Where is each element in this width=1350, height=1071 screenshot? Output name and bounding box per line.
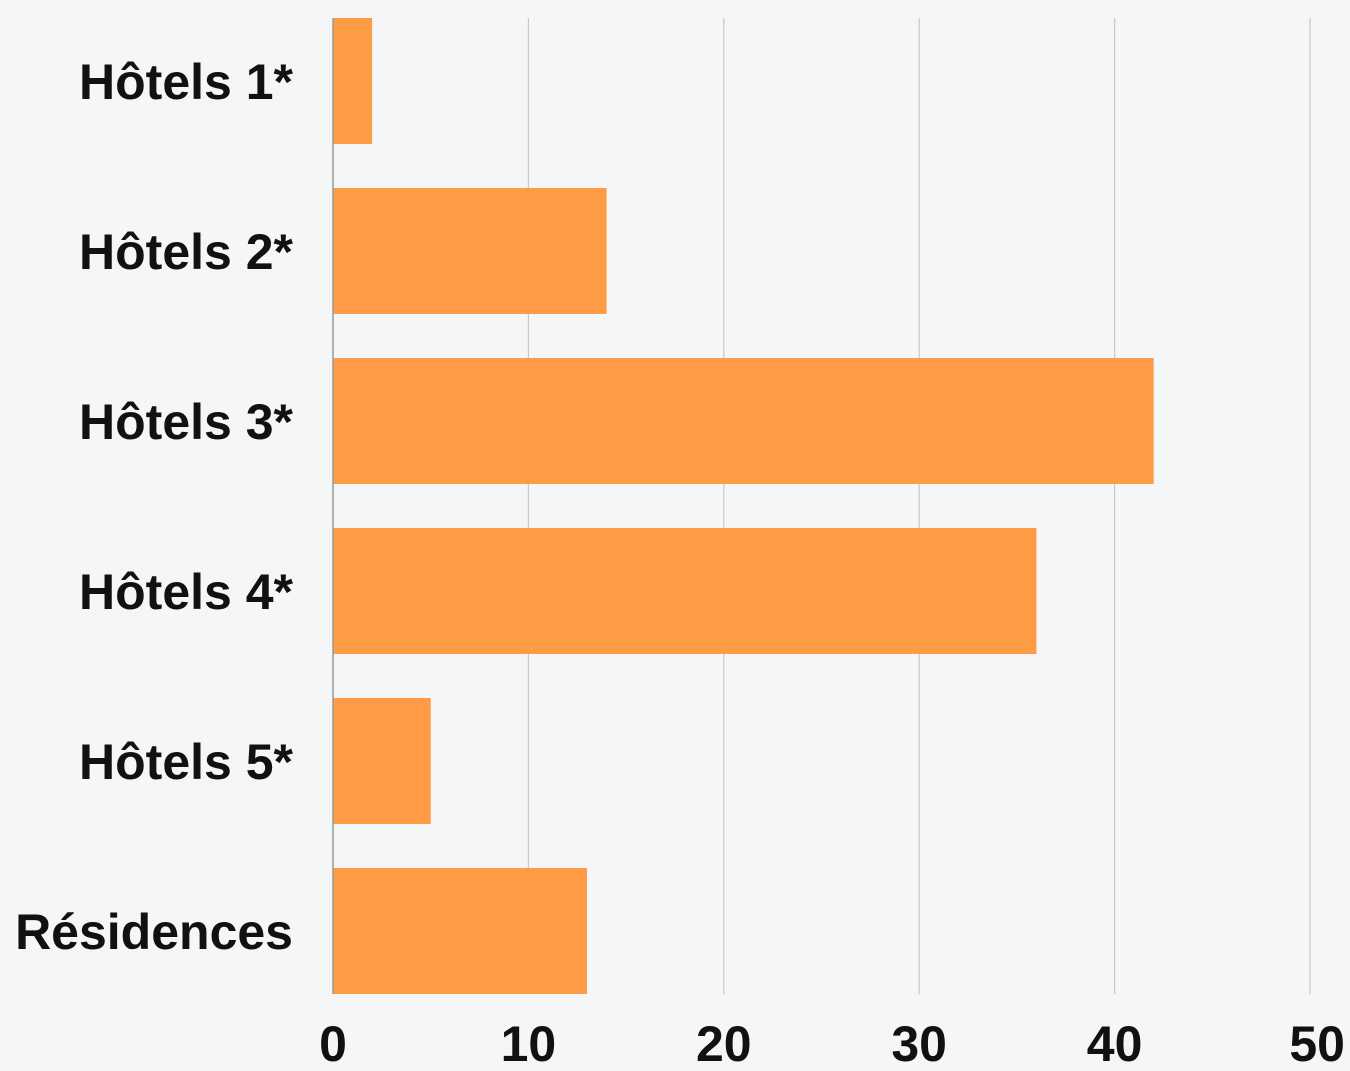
x-tick-label: 40 (1087, 1016, 1143, 1071)
bar (333, 528, 1037, 654)
category-label: Hôtels 1* (79, 54, 294, 110)
bar (333, 18, 373, 144)
bar (333, 868, 588, 994)
bar (333, 358, 1154, 484)
category-label: Hôtels 4* (79, 564, 294, 620)
category-label: Hôtels 5* (79, 734, 294, 790)
x-tick-label: 0 (319, 1016, 347, 1071)
x-tick-labels: 0 10 20 30 40 50 (319, 1016, 1345, 1071)
x-tick-label: 10 (501, 1016, 557, 1071)
x-tick-label: 30 (891, 1016, 947, 1071)
category-label: Hôtels 2* (79, 224, 294, 280)
category-label: Résidences (15, 904, 293, 960)
bars (333, 18, 1154, 994)
category-labels: Hôtels 1* Hôtels 2* Hôtels 3* Hôtels 4* Hôte… (15, 54, 293, 960)
category-label: Hôtels 3* (79, 394, 294, 450)
gridlines (527, 18, 1311, 994)
bar (333, 188, 607, 314)
x-tick-label: 20 (696, 1016, 752, 1071)
x-tick-label: 50 (1289, 1016, 1345, 1071)
bar (333, 698, 431, 824)
